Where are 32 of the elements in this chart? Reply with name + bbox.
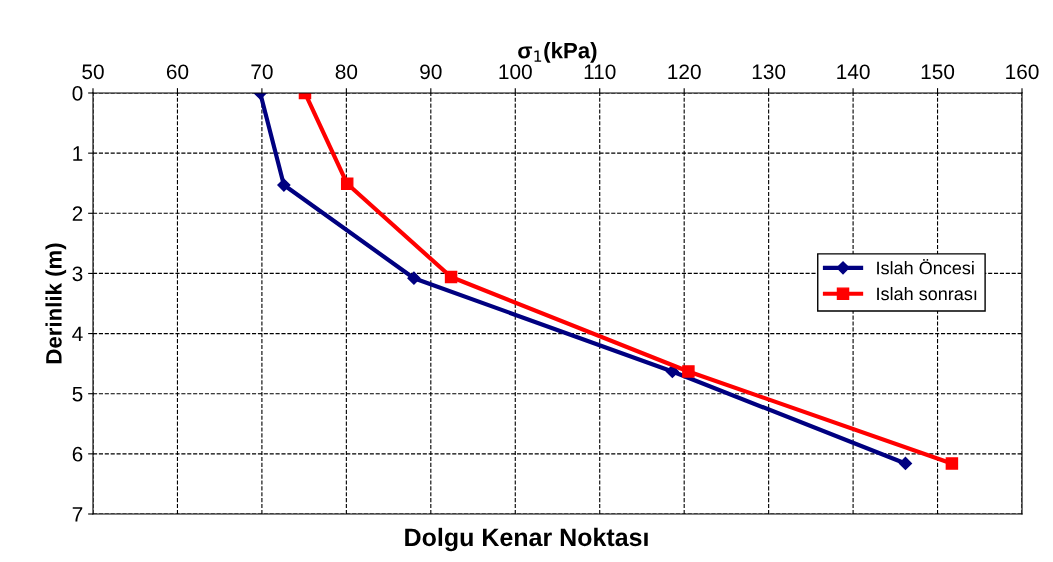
point: [945, 457, 959, 470]
y-axis-title: Derinlik (m): [45, 243, 67, 364]
x-tick-label: 150: [921, 64, 955, 80]
point: [407, 271, 421, 285]
x-tick-label: 110: [584, 64, 616, 80]
legend-label: Islah Öncesi: [877, 259, 974, 275]
point: [277, 178, 291, 192]
y-tick-label: 1: [73, 146, 83, 161]
y-tick-label: 5: [72, 386, 83, 402]
point: [340, 177, 354, 191]
x-axis-title: σ$_{1}$(kPa): [518, 42, 597, 63]
y-tick-label: 3: [72, 266, 83, 282]
x-tick-label: 160: [1006, 64, 1039, 80]
y-tick-label: 7: [72, 507, 83, 522]
y-tick-label: 6: [72, 446, 83, 462]
point: [898, 456, 913, 471]
x-tick-label: 50: [82, 64, 104, 80]
y-tick-label: 2: [72, 206, 83, 221]
x-tick-label: 80: [335, 64, 358, 80]
legend-label: Islah sonrası: [877, 286, 977, 301]
x-tick-label: 120: [668, 64, 701, 80]
point: [682, 365, 695, 378]
x-tick-label: 140: [837, 64, 870, 80]
x-tick-label: 60: [166, 64, 189, 80]
y-tick-label: 0: [72, 86, 83, 101]
x-tick-label: 90: [420, 64, 442, 80]
x-tick-label: 130: [752, 64, 786, 80]
text: Dolgu Kenar Noktası: [405, 527, 648, 552]
x-tick-label: 100: [499, 64, 532, 80]
x-tick-label: 70: [251, 64, 273, 80]
y-tick-label: 4: [72, 326, 83, 342]
point: [444, 270, 458, 284]
